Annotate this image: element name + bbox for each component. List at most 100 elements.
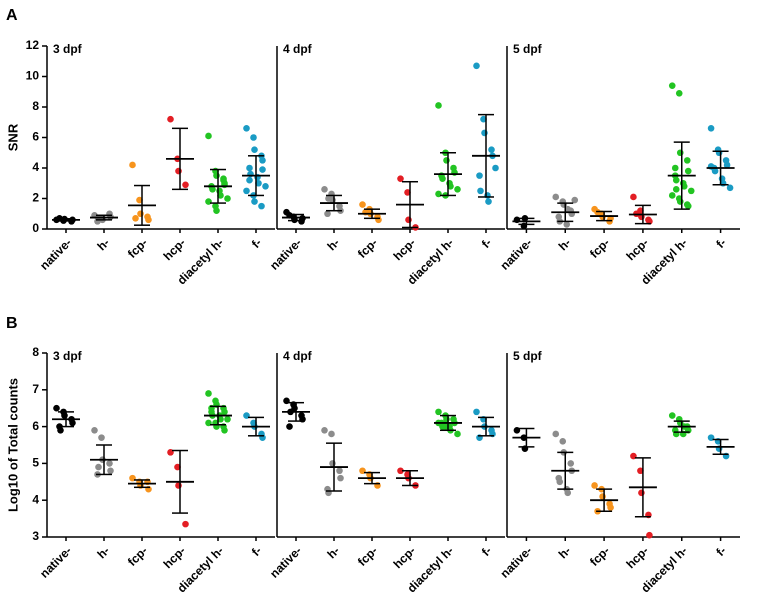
data-point	[488, 146, 495, 153]
data-point	[476, 172, 483, 179]
subplot-title: 3 dpf	[53, 349, 83, 363]
data-point	[405, 216, 412, 224]
data-point	[599, 493, 606, 500]
data-point	[676, 149, 684, 157]
data-point	[205, 132, 212, 140]
data-point	[668, 412, 676, 419]
data-point	[680, 183, 688, 190]
data-point	[217, 192, 224, 199]
x-tick-label: fcp-	[125, 235, 150, 260]
data-point	[485, 198, 492, 205]
data-point	[435, 190, 442, 198]
data-point	[221, 426, 228, 434]
data-point	[258, 202, 265, 210]
data-point	[217, 415, 224, 423]
data-point	[715, 149, 723, 157]
data-point	[707, 125, 715, 132]
data-point	[564, 489, 572, 497]
data-point	[325, 195, 332, 202]
data-point	[262, 183, 269, 190]
data-point	[61, 412, 68, 419]
y-axis-label: SNR	[5, 123, 20, 151]
y-tick-label: 5	[32, 456, 39, 470]
data-point	[145, 216, 152, 224]
x-tick-label: hcp-	[161, 235, 189, 263]
data-point	[209, 186, 216, 193]
data-point	[205, 390, 212, 397]
data-point	[255, 179, 262, 187]
data-point	[167, 115, 174, 123]
subplot-title: 4 dpf	[283, 349, 313, 363]
x-tick-label: h-	[324, 543, 342, 561]
data-point	[435, 408, 442, 416]
x-tick-label: hcp-	[623, 235, 651, 263]
data-point	[563, 221, 571, 228]
data-point	[638, 489, 645, 497]
data-point	[559, 438, 567, 445]
data-point	[637, 467, 644, 475]
data-point	[672, 176, 680, 184]
data-point	[98, 434, 105, 441]
x-tick-label: f-	[249, 543, 265, 559]
data-point	[329, 460, 336, 467]
data-point	[107, 467, 114, 475]
data-point	[224, 195, 231, 202]
x-tick-label: fcp-	[125, 543, 150, 568]
data-point	[337, 474, 344, 482]
data-point	[671, 164, 679, 172]
data-point	[259, 166, 266, 173]
data-point	[243, 125, 250, 132]
x-tick-label: hcp-	[623, 543, 651, 571]
data-point	[286, 423, 293, 430]
data-point	[259, 157, 266, 164]
data-point	[492, 164, 499, 172]
data-point	[220, 175, 227, 182]
data-point	[711, 167, 719, 175]
data-point	[607, 504, 614, 511]
panel-label: A	[6, 7, 18, 24]
data-point	[480, 115, 487, 123]
data-point	[672, 186, 680, 193]
data-point	[251, 146, 258, 153]
data-point	[375, 216, 382, 224]
data-point	[336, 467, 343, 475]
data-point	[668, 192, 676, 199]
y-tick-label: 6	[32, 419, 39, 433]
x-tick-label: native-	[37, 235, 74, 272]
data-point	[175, 482, 182, 489]
x-tick-label: hcp-	[161, 543, 189, 571]
data-point	[481, 129, 488, 137]
data-point	[132, 215, 139, 222]
data-point	[454, 430, 461, 438]
data-point	[136, 196, 143, 204]
data-point	[250, 134, 257, 141]
x-tick-label: native-	[37, 543, 74, 580]
data-point	[324, 210, 331, 218]
x-tick-label: f-	[713, 543, 729, 559]
data-point	[552, 193, 560, 201]
data-point	[182, 520, 189, 528]
data-point	[668, 82, 676, 89]
subplot-title: 5 dpf	[513, 42, 543, 56]
data-point	[53, 404, 60, 412]
data-point	[675, 89, 683, 97]
y-tick-label: 6	[32, 130, 39, 144]
y-tick-label: 0	[32, 221, 39, 235]
data-point	[564, 205, 572, 213]
data-point	[174, 463, 181, 471]
x-tick-label: native-	[498, 235, 535, 272]
data-point	[321, 426, 328, 434]
data-point	[477, 187, 484, 195]
data-point	[447, 183, 454, 190]
y-tick-label: 8	[32, 345, 39, 359]
x-tick-label: hcp-	[391, 235, 419, 263]
x-tick-label: h-	[556, 235, 574, 253]
data-point	[69, 419, 76, 427]
data-point	[213, 207, 220, 214]
data-point	[439, 175, 446, 182]
data-point	[556, 478, 564, 486]
x-tick-label: h-	[94, 543, 112, 561]
data-point	[251, 198, 258, 205]
x-tick-label: native-	[267, 543, 304, 580]
